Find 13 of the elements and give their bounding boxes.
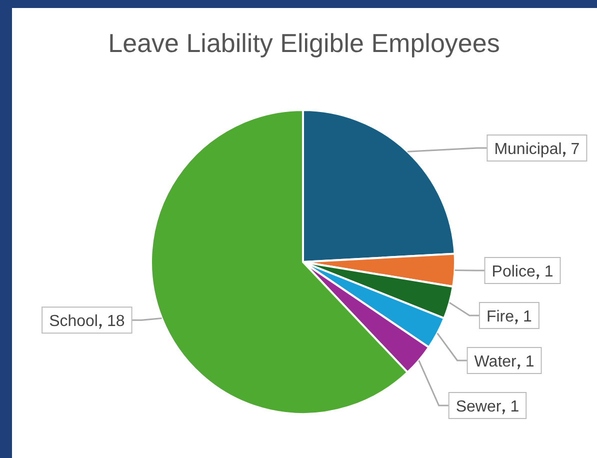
slice-label: School xyxy=(49,313,98,330)
slice-label: Municipal xyxy=(494,141,562,158)
chart-title: Leave Liability Eligible Employees xyxy=(108,28,500,58)
data-label: 1 xyxy=(510,398,520,416)
data-label: 1 xyxy=(544,264,554,280)
data-label: 1 xyxy=(525,354,534,370)
slice-label: Water xyxy=(474,354,518,370)
data-label: 18 xyxy=(107,313,125,330)
data-label: 1 xyxy=(523,308,532,326)
data-label: 7 xyxy=(570,141,580,158)
slice-label: Fire xyxy=(486,308,514,326)
slice-label: Sewer xyxy=(456,398,502,416)
slice-label: Police xyxy=(492,264,536,280)
